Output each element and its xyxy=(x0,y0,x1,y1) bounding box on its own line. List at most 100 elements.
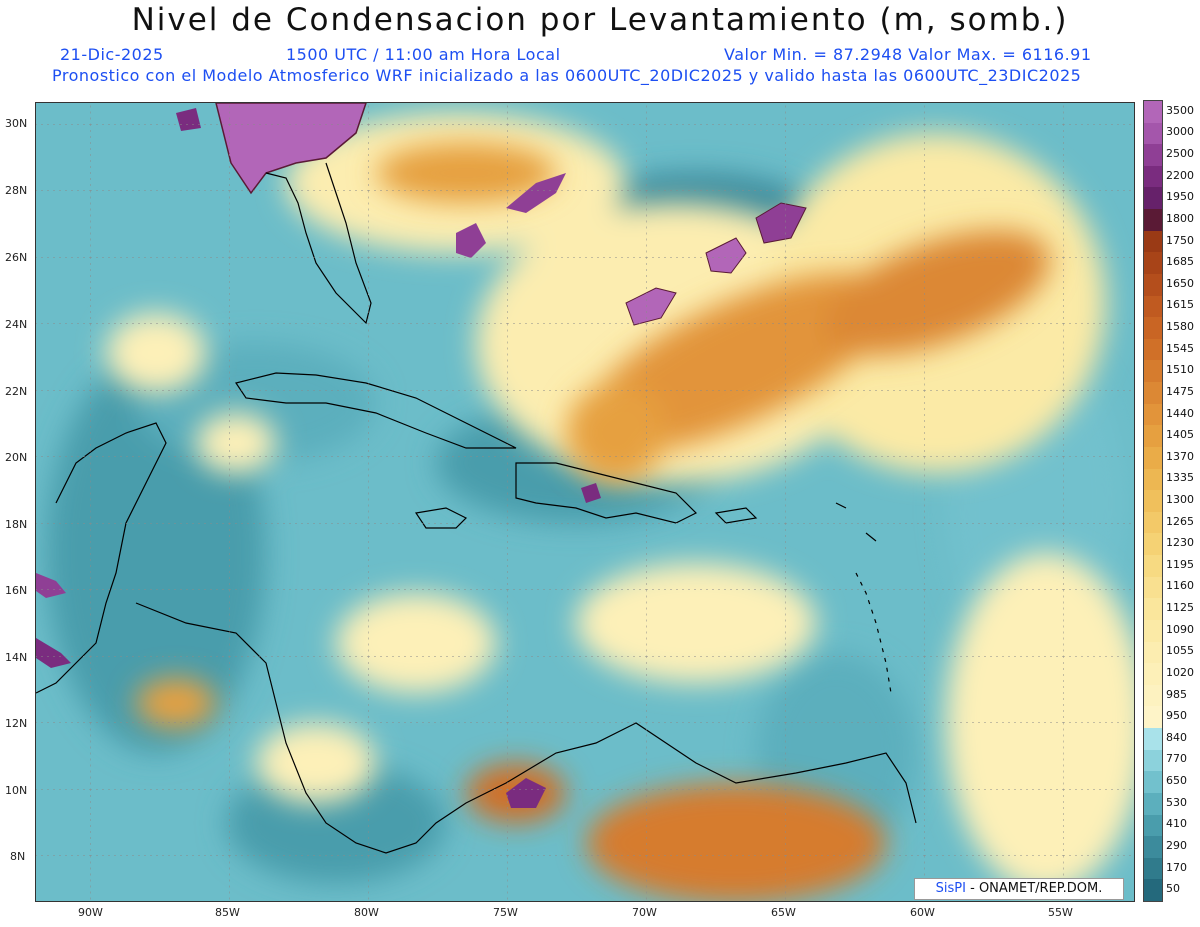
lcl-shaded-field xyxy=(36,103,1134,901)
colorbar-cell xyxy=(1144,490,1162,513)
colorbar-cell xyxy=(1144,533,1162,556)
colorbar-label: 1475 xyxy=(1166,384,1194,398)
lat-label-12n: 12N xyxy=(5,717,28,730)
colorbar-cell xyxy=(1144,511,1162,534)
colorbar-cell xyxy=(1144,187,1162,210)
colorbar-cell xyxy=(1144,641,1162,664)
lat-label-28n: 28N xyxy=(5,184,28,197)
colorbar-cell xyxy=(1144,230,1162,253)
colorbar xyxy=(1143,100,1163,902)
colorbar-label: 1195 xyxy=(1166,557,1194,571)
colorbar-cell xyxy=(1144,792,1162,815)
colorbar-cell xyxy=(1144,425,1162,448)
colorbar-cell xyxy=(1144,598,1162,621)
lon-label-70w: 70W xyxy=(632,906,657,919)
colorbar-cell xyxy=(1144,728,1162,751)
lat-lon-grid xyxy=(36,103,1134,901)
colorbar-cell xyxy=(1144,663,1162,686)
colorbar-label: 770 xyxy=(1166,752,1187,766)
lon-label-75w: 75W xyxy=(493,906,518,919)
colorbar-label: 290 xyxy=(1166,838,1187,852)
colorbar-label: 650 xyxy=(1166,774,1187,788)
colorbar-cell xyxy=(1144,814,1162,837)
colorbar-label: 1950 xyxy=(1166,190,1194,204)
forecast-time: 1500 UTC / 11:00 am Hora Local xyxy=(286,45,561,64)
colorbar-label: 410 xyxy=(1166,817,1187,831)
credit-text: - ONAMET/REP.DOM. xyxy=(965,881,1103,896)
colorbar-cell xyxy=(1144,879,1162,902)
lat-label-16n: 16N xyxy=(5,584,28,597)
colorbar-cell xyxy=(1144,165,1162,188)
colorbar-label: 3000 xyxy=(1166,125,1194,139)
colorbar-cell xyxy=(1144,273,1162,297)
colorbar-cell xyxy=(1144,771,1162,794)
colorbar-label: 3500 xyxy=(1166,103,1194,117)
colorbar-label: 1230 xyxy=(1166,536,1194,550)
colorbar-cell xyxy=(1144,360,1162,383)
colorbar-cell xyxy=(1144,317,1162,340)
colorbar-label: 950 xyxy=(1166,709,1187,723)
colorbar-cell xyxy=(1144,576,1162,599)
colorbar-label: 1685 xyxy=(1166,255,1194,269)
min-max-values: Valor Min. = 87.2948 Valor Max. = 6116.9… xyxy=(724,45,1092,64)
colorbar-label: 1335 xyxy=(1166,471,1194,485)
lat-label-24n: 24N xyxy=(5,318,28,331)
sispi-logo: SisPI xyxy=(935,881,966,896)
colorbar-label: 1650 xyxy=(1166,276,1194,290)
colorbar-label: 2500 xyxy=(1166,147,1194,161)
colorbar-cell xyxy=(1144,252,1162,275)
colorbar-label: 985 xyxy=(1166,687,1187,701)
colorbar-label: 1090 xyxy=(1166,622,1194,636)
colorbar-label: 1750 xyxy=(1166,233,1194,247)
colorbar-cell xyxy=(1144,749,1162,772)
colorbar-cell xyxy=(1144,836,1162,859)
map-title: Nivel de Condensacion por Levantamiento … xyxy=(131,2,1069,38)
lat-label-20n: 20N xyxy=(5,451,28,464)
colorbar-cell xyxy=(1144,144,1162,167)
colorbar-label: 1300 xyxy=(1166,493,1194,506)
colorbar-label: 530 xyxy=(1166,795,1187,809)
colorbar-label: 1800 xyxy=(1166,211,1194,225)
lon-label-60w: 60W xyxy=(910,906,935,919)
colorbar-label: 1510 xyxy=(1166,363,1194,377)
colorbar-cell xyxy=(1144,706,1162,729)
colorbar-label: 2200 xyxy=(1166,168,1194,182)
colorbar-label: 1440 xyxy=(1166,406,1194,420)
forecast-date: 21-Dic-2025 xyxy=(60,45,164,64)
colorbar-cell xyxy=(1144,857,1162,880)
lat-label-8n: 8N xyxy=(10,850,26,863)
colorbar-label: 840 xyxy=(1166,730,1187,744)
lon-label-65w: 65W xyxy=(771,906,796,919)
credit-box: SisPI - ONAMET/REP.DOM. xyxy=(914,878,1124,900)
lat-label-26n: 26N xyxy=(5,251,28,264)
colorbar-cell xyxy=(1144,555,1162,578)
lat-label-18n: 18N xyxy=(5,518,28,531)
lon-label-80w: 80W xyxy=(354,906,379,919)
colorbar-label: 1370 xyxy=(1166,449,1194,463)
colorbar-cell xyxy=(1144,468,1162,491)
forecast-map xyxy=(35,102,1135,902)
colorbar-cell xyxy=(1144,122,1162,145)
colorbar-cell xyxy=(1144,209,1162,232)
colorbar-label: 1545 xyxy=(1166,341,1194,355)
lat-label-22n: 22N xyxy=(5,385,28,398)
colorbar-cell xyxy=(1144,403,1162,426)
colorbar-label: 1580 xyxy=(1166,320,1194,334)
colorbar-label: 1405 xyxy=(1166,428,1194,442)
lon-label-85w: 85W xyxy=(215,906,240,919)
colorbar-label: 1265 xyxy=(1166,514,1194,528)
colorbar-label: 1615 xyxy=(1166,298,1194,312)
lat-label-30n: 30N xyxy=(5,117,28,130)
lon-label-90w: 90W xyxy=(78,906,103,919)
colorbar-label: 1160 xyxy=(1166,579,1194,593)
colorbar-cell xyxy=(1144,619,1162,643)
colorbar-label: 1055 xyxy=(1166,644,1194,658)
colorbar-label: 50 xyxy=(1166,882,1180,896)
colorbar-cell xyxy=(1144,295,1162,318)
lon-label-55w: 55W xyxy=(1048,906,1073,919)
lat-label-10n: 10N xyxy=(5,784,28,797)
colorbar-cell xyxy=(1144,446,1162,470)
colorbar-label: 170 xyxy=(1166,860,1187,874)
colorbar-cell xyxy=(1144,338,1162,361)
colorbar-cell xyxy=(1144,382,1162,405)
